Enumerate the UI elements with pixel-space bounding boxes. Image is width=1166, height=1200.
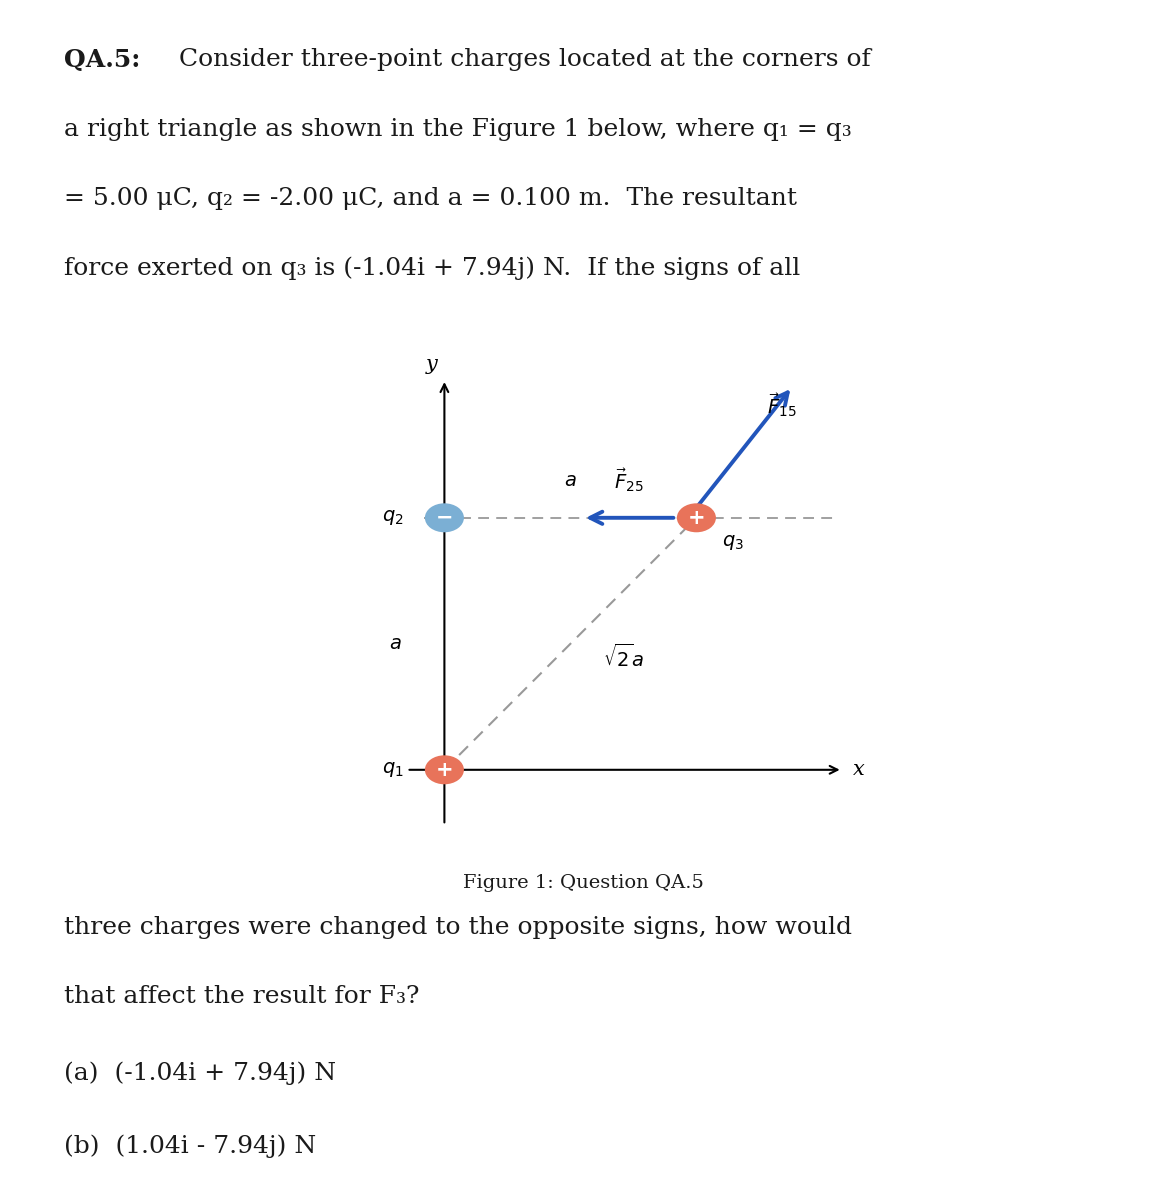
- Text: x: x: [852, 761, 864, 779]
- Text: Figure 1: Question QA.5: Figure 1: Question QA.5: [463, 874, 703, 892]
- Text: $q_3$: $q_3$: [722, 534, 744, 552]
- Text: a right triangle as shown in the Figure 1 below, where q₁ = q₃: a right triangle as shown in the Figure …: [64, 118, 852, 140]
- Text: that affect the result for F₃?: that affect the result for F₃?: [64, 985, 420, 1008]
- Text: $q_1$: $q_1$: [382, 761, 405, 779]
- Text: = 5.00 μC, q₂ = -2.00 μC, and a = 0.100 m.  The resultant: = 5.00 μC, q₂ = -2.00 μC, and a = 0.100 …: [64, 187, 798, 210]
- Text: (a)  (-1.04i + 7.94j) N: (a) (-1.04i + 7.94j) N: [64, 1062, 336, 1085]
- Text: $\sqrt{2}a$: $\sqrt{2}a$: [603, 643, 645, 671]
- Text: $q_2$: $q_2$: [382, 509, 405, 527]
- Ellipse shape: [424, 755, 464, 785]
- Text: y: y: [426, 355, 437, 374]
- Text: $\vec{F}_{15}$: $\vec{F}_{15}$: [767, 391, 796, 419]
- Text: $a$: $a$: [564, 472, 577, 490]
- Text: force exerted on q₃ is (-1.04i + 7.94j) N.  If the signs of all: force exerted on q₃ is (-1.04i + 7.94j) …: [64, 257, 800, 281]
- Text: $\vec{F}_{25}$: $\vec{F}_{25}$: [613, 467, 644, 494]
- Text: three charges were changed to the opposite signs, how would: three charges were changed to the opposi…: [64, 916, 852, 938]
- Text: $a$: $a$: [389, 635, 401, 653]
- Text: Consider three-point charges located at the corners of: Consider three-point charges located at …: [171, 48, 871, 71]
- Text: (b)  (1.04i - 7.94j) N: (b) (1.04i - 7.94j) N: [64, 1135, 316, 1158]
- Ellipse shape: [424, 503, 464, 533]
- Text: +: +: [436, 760, 454, 780]
- Ellipse shape: [677, 503, 716, 533]
- Text: QA.5:: QA.5:: [64, 48, 141, 72]
- Text: −: −: [436, 508, 454, 528]
- Text: +: +: [688, 508, 705, 528]
